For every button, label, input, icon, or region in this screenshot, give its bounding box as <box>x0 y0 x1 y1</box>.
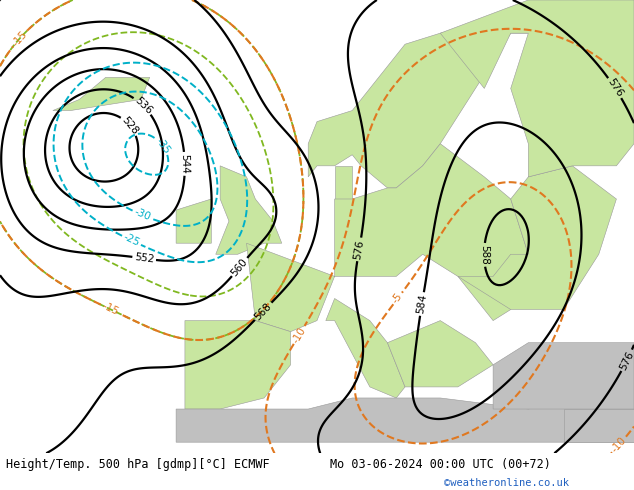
Polygon shape <box>564 409 634 442</box>
Text: 576: 576 <box>618 349 634 371</box>
Text: -10: -10 <box>610 435 628 454</box>
Polygon shape <box>387 320 493 387</box>
Text: ©weatheronline.co.uk: ©weatheronline.co.uk <box>444 478 569 488</box>
Polygon shape <box>185 320 290 409</box>
Polygon shape <box>176 398 634 442</box>
Text: 588: 588 <box>479 245 489 265</box>
Text: -10: -10 <box>290 325 308 345</box>
Text: 528: 528 <box>120 115 140 136</box>
Text: -15: -15 <box>100 301 120 318</box>
Polygon shape <box>308 22 528 188</box>
Text: 576: 576 <box>353 239 366 260</box>
Polygon shape <box>247 144 528 332</box>
Text: Mo 03-06-2024 00:00 UTC (00+72): Mo 03-06-2024 00:00 UTC (00+72) <box>330 458 550 471</box>
Text: 576: 576 <box>605 77 624 99</box>
Polygon shape <box>493 343 634 409</box>
Text: 552: 552 <box>134 252 155 265</box>
Text: Height/Temp. 500 hPa [gdmp][°C] ECMWF: Height/Temp. 500 hPa [gdmp][°C] ECMWF <box>6 458 270 471</box>
Polygon shape <box>458 166 616 310</box>
Text: 568: 568 <box>253 301 274 322</box>
Polygon shape <box>440 0 634 177</box>
Text: 544: 544 <box>179 154 190 174</box>
Polygon shape <box>326 298 405 398</box>
Text: 584: 584 <box>415 294 429 315</box>
Text: -15: -15 <box>11 28 29 48</box>
Text: -35: -35 <box>153 136 172 155</box>
Polygon shape <box>53 77 150 111</box>
Polygon shape <box>335 166 353 199</box>
Text: -30: -30 <box>133 207 152 223</box>
Text: 560: 560 <box>230 256 250 278</box>
Polygon shape <box>176 199 211 243</box>
Polygon shape <box>216 166 281 254</box>
Text: -5: -5 <box>391 292 404 306</box>
Text: 536: 536 <box>133 95 153 116</box>
Text: -25: -25 <box>122 232 141 248</box>
